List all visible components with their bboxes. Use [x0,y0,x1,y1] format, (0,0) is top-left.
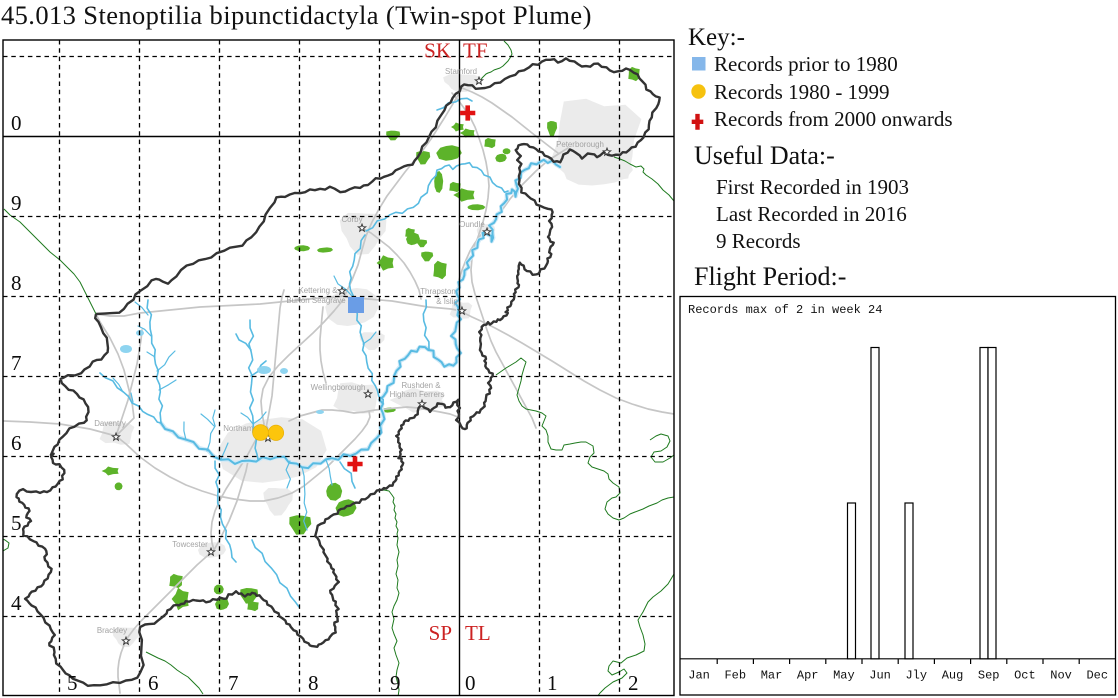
svg-text:Last Recorded in 2016: Last Recorded in 2016 [716,202,907,226]
svg-text:Peterborough: Peterborough [556,140,604,149]
svg-text:Key:-: Key:- [688,24,745,51]
svg-text:Burton Seagrave: Burton Seagrave [286,296,346,305]
svg-text:Jun: Jun [869,669,891,683]
svg-text:Records max of 2 in week 24: Records max of 2 in week 24 [688,303,882,317]
svg-text:SK: SK [424,39,451,63]
svg-text:Records 1980 - 1999: Records 1980 - 1999 [714,80,890,104]
svg-text:Records from 2000 onwards: Records from 2000 onwards [714,107,953,131]
svg-text:0: 0 [465,671,476,695]
svg-text:6: 6 [148,671,159,695]
svg-text:Corby: Corby [341,215,362,224]
svg-text:SP: SP [429,621,452,645]
svg-text:TL: TL [465,621,491,645]
svg-text:First Recorded in 1903: First Recorded in 1903 [716,175,909,199]
svg-text:8: 8 [11,271,22,295]
svg-text:Dec: Dec [1086,669,1108,683]
svg-text:Records prior to 1980: Records prior to 1980 [714,52,898,76]
svg-text:Daventry: Daventry [94,419,126,428]
svg-text:& Islip: & Islip [436,297,458,306]
svg-text:Feb: Feb [724,669,746,683]
svg-text:Oct: Oct [1014,669,1036,683]
svg-text:0: 0 [11,111,22,135]
svg-text:4: 4 [11,591,22,615]
svg-text:Brackley: Brackley [97,626,127,635]
svg-text:7: 7 [11,351,22,375]
svg-text:Wellingborough: Wellingborough [311,383,366,392]
svg-text:2: 2 [628,671,639,695]
svg-text:Thrapston: Thrapston [420,287,456,296]
svg-text:Aug: Aug [942,669,964,683]
svg-text:Stamford: Stamford [445,67,477,76]
svg-text:May: May [833,669,855,683]
svg-text:8: 8 [308,671,319,695]
svg-text:7: 7 [228,671,239,695]
svg-text:Kettering &: Kettering & [298,286,338,295]
svg-text:TF: TF [463,39,488,63]
svg-text:1: 1 [547,671,558,695]
svg-text:Jly: Jly [905,669,927,683]
svg-text:Rushden &: Rushden & [401,381,441,390]
svg-text:Oundle: Oundle [459,220,485,229]
svg-text:9: 9 [11,191,22,215]
svg-text:Mar: Mar [761,669,783,683]
svg-text:Apr: Apr [797,669,819,683]
svg-text:Towcester: Towcester [172,540,208,549]
svg-text:Nov: Nov [1050,669,1072,683]
svg-text:5: 5 [11,511,22,535]
svg-text:45.013 Stenoptilia bipunctidac: 45.013 Stenoptilia bipunctidactyla (Twin… [1,0,592,30]
svg-text:Useful Data:-: Useful Data:- [694,141,835,170]
svg-text:6: 6 [11,431,22,455]
svg-text:9: 9 [390,671,401,695]
svg-text:Sep: Sep [978,669,1000,683]
svg-text:Higham Ferrers: Higham Ferrers [390,390,445,399]
svg-text:Northampton: Northampton [223,424,269,433]
svg-text:Flight Period:-: Flight Period:- [694,262,846,291]
svg-text:Jan: Jan [688,669,710,683]
svg-text:5: 5 [67,671,78,695]
svg-text:9 Records: 9 Records [716,229,801,253]
